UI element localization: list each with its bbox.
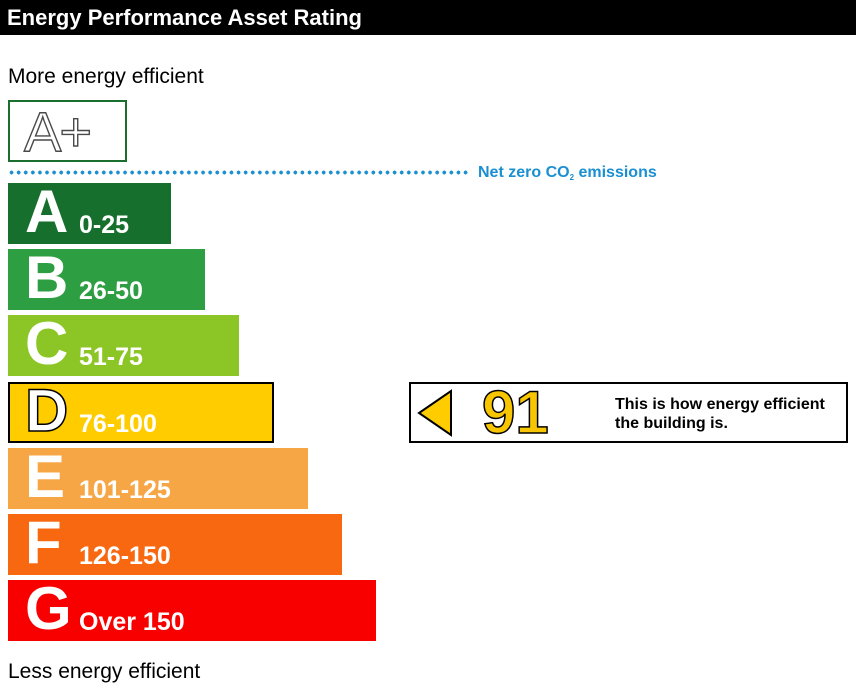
rating-band-a: A 0-25 xyxy=(8,179,171,245)
rating-band-letter: C xyxy=(25,310,69,377)
rating-band-range: 26-50 xyxy=(79,277,143,305)
current-rating-score: 91 xyxy=(481,379,549,446)
rating-a-plus-label: A+ xyxy=(23,100,92,163)
rating-band-range: 101-125 xyxy=(79,476,171,504)
rating-band-b: B 26-50 xyxy=(8,245,205,311)
rating-band-range: 126-150 xyxy=(79,542,171,570)
more-efficient-label: More energy efficient xyxy=(8,65,204,88)
net-zero-prefix: Net zero CO xyxy=(478,164,570,181)
rating-band-g: G Over 150 xyxy=(8,576,376,642)
pointer-arrow-icon xyxy=(417,389,452,437)
current-rating-indicator: 91 This is how energy efficient the buil… xyxy=(409,379,848,446)
rating-band-letter: E xyxy=(25,443,66,510)
rating-band-letter: A xyxy=(25,178,69,245)
rating-band-letter: D xyxy=(24,377,69,445)
rating-band-letter: B xyxy=(25,244,69,311)
rating-band-e: E 101-125 xyxy=(8,444,308,510)
rating-band-range: 76-100 xyxy=(79,410,157,438)
rating-band-c: C 51-75 xyxy=(8,311,239,377)
less-efficient-label: Less energy efficient xyxy=(8,660,201,683)
rating-band-range: 0-25 xyxy=(79,211,130,239)
net-zero-subscript: 2 xyxy=(569,173,575,182)
net-zero-dotted-line xyxy=(8,170,470,175)
rating-band-letter: G xyxy=(25,575,72,642)
rating-a-plus-box: A+ xyxy=(8,100,127,162)
net-zero-label: Net zero CO2 emissions xyxy=(478,164,657,182)
rating-band-d: D 76-100 xyxy=(8,377,274,444)
net-zero-suffix: emissions xyxy=(574,164,657,181)
rating-band-letter: F xyxy=(25,509,62,576)
rating-band-range: 51-75 xyxy=(79,343,143,371)
rating-band-f: F 126-150 xyxy=(8,510,342,576)
rating-band-range: Over 150 xyxy=(79,608,185,636)
page-title: Energy Performance Asset Rating xyxy=(0,0,856,35)
current-rating-note: This is how energy efficient the buildin… xyxy=(615,396,825,432)
